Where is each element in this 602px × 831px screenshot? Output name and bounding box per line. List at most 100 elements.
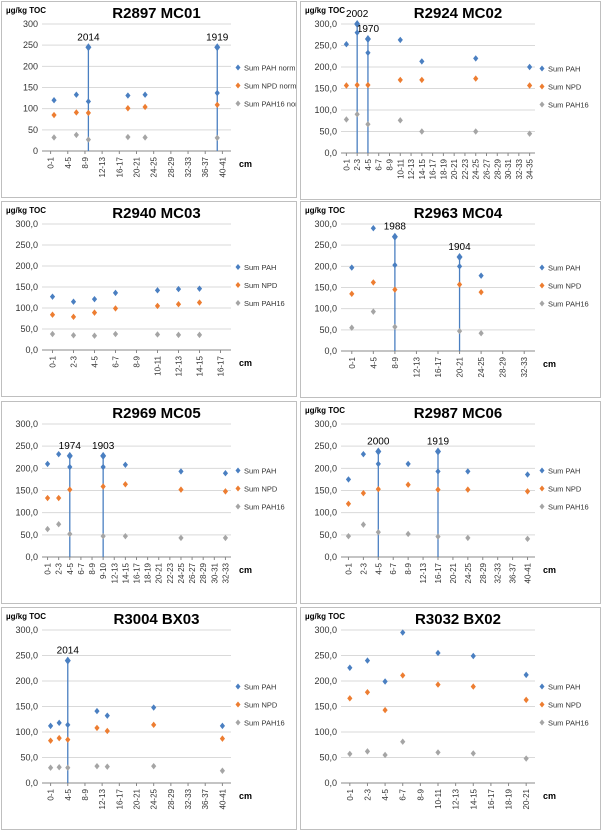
data-point bbox=[375, 485, 381, 493]
data-point bbox=[435, 486, 441, 493]
x-tick-label: 2-3 bbox=[55, 562, 64, 574]
x-tick-label: 8-9 bbox=[133, 355, 142, 367]
data-point bbox=[382, 706, 388, 714]
legend-swatch bbox=[539, 683, 545, 690]
data-point bbox=[100, 532, 106, 540]
y-tick-label: 0,0 bbox=[324, 778, 337, 788]
legend-entry: Sum PAH bbox=[244, 263, 276, 272]
legend-entry: Sum PAH16 bbox=[548, 719, 589, 728]
legend-entry: Sum PAH bbox=[548, 264, 580, 273]
data-point bbox=[400, 672, 406, 679]
data-point bbox=[85, 109, 91, 117]
x-tick-label: 16-17 bbox=[434, 356, 443, 377]
data-point bbox=[456, 263, 463, 270]
y-tick-label: 250,0 bbox=[15, 441, 38, 451]
x-tick-label: 8-9 bbox=[404, 562, 413, 574]
data-point bbox=[85, 136, 91, 143]
data-point bbox=[154, 302, 161, 310]
y-tick-label: 150,0 bbox=[314, 486, 337, 496]
legend-entry: Sum PAH bbox=[244, 467, 276, 476]
y-axis-label: µg/kg TOC bbox=[6, 6, 46, 15]
dating-marker bbox=[435, 447, 441, 456]
data-point bbox=[151, 762, 157, 770]
data-point bbox=[435, 681, 441, 688]
chart-title: R2940 MC03 bbox=[112, 205, 200, 222]
y-tick-label: 0 bbox=[33, 146, 38, 156]
chart-title: R3032 BX02 bbox=[415, 611, 501, 628]
x-tick-label: 12-13 bbox=[419, 562, 428, 583]
x-tick-label: 24-25 bbox=[472, 158, 481, 179]
y-tick-label: 0,0 bbox=[25, 552, 38, 562]
x-tick-label: 14-15 bbox=[469, 788, 478, 809]
y-tick-label: 0,0 bbox=[324, 346, 337, 356]
data-point bbox=[349, 264, 355, 271]
data-point bbox=[73, 91, 79, 98]
x-tick-label: 28-29 bbox=[167, 788, 176, 809]
x-tick-label: 8-9 bbox=[416, 788, 425, 800]
y-tick-label: 300,0 bbox=[314, 625, 337, 635]
data-point bbox=[219, 767, 226, 774]
data-point bbox=[435, 533, 441, 540]
y-tick-label: 50,0 bbox=[20, 530, 38, 540]
data-point bbox=[196, 299, 203, 306]
data-point bbox=[345, 476, 352, 483]
data-point bbox=[370, 279, 376, 286]
x-tick-label: 30-31 bbox=[210, 562, 219, 583]
x-tick-label: 40-41 bbox=[218, 788, 227, 809]
data-point bbox=[222, 534, 229, 542]
y-tick-label: 150 bbox=[23, 83, 38, 93]
legend-entry: Sum PAH bbox=[548, 683, 580, 692]
x-tick-label: 4-5 bbox=[91, 355, 100, 367]
y-tick-label: 0,0 bbox=[324, 148, 337, 158]
x-tick-label: 16-17 bbox=[115, 788, 124, 809]
chart-panel: R2940 MC03 µg/kg TOC 0,0 50,0 100,0 150,0 200,… bbox=[1, 201, 297, 397]
data-point bbox=[473, 128, 479, 135]
x-tick-label: 32-33 bbox=[221, 562, 230, 583]
data-point bbox=[100, 483, 106, 490]
data-point bbox=[104, 763, 110, 770]
data-point bbox=[65, 721, 71, 729]
data-point bbox=[151, 704, 157, 711]
x-tick-label: 16-17 bbox=[434, 562, 443, 583]
x-tick-label: 10-11 bbox=[396, 158, 405, 178]
x-tick-label: 10-11 bbox=[434, 788, 443, 808]
data-point bbox=[94, 707, 100, 715]
data-point bbox=[478, 330, 484, 337]
data-point bbox=[456, 327, 463, 335]
data-point bbox=[112, 289, 119, 297]
chart-svg: R2969 MC05 0,0 50,0 100,0 150,0 200,0 250,0 300… bbox=[15, 405, 284, 583]
data-point bbox=[91, 332, 98, 339]
legend-entry: Sum NPD bbox=[244, 701, 278, 710]
y-tick-label: 200 bbox=[23, 61, 38, 71]
data-point bbox=[354, 81, 360, 89]
x-tick-label: 24-25 bbox=[150, 788, 159, 809]
y-tick-label: 250,0 bbox=[314, 441, 337, 451]
x-tick-label: 6-7 bbox=[389, 562, 398, 574]
chart-title: R3004 BX03 bbox=[114, 611, 200, 628]
legend-swatch bbox=[539, 719, 545, 726]
data-point bbox=[465, 468, 471, 475]
dating-label: 1904 bbox=[448, 242, 471, 253]
x-tick-label: 20-21 bbox=[133, 788, 142, 809]
x-tick-label: 18-19 bbox=[505, 788, 514, 809]
data-point bbox=[151, 721, 157, 729]
data-point bbox=[365, 49, 371, 57]
chart-svg: R2987 MC06 µg/kg TOC 0,0 50,0 100,0 150,0 200,… bbox=[305, 405, 589, 583]
data-point bbox=[419, 76, 425, 84]
data-point bbox=[125, 92, 131, 99]
legend-entry: Sum PAH16 norm.TOC bbox=[244, 100, 296, 109]
data-point bbox=[382, 678, 388, 685]
data-point bbox=[104, 712, 110, 719]
legend-swatch bbox=[539, 485, 545, 492]
data-point bbox=[478, 272, 484, 279]
data-point bbox=[435, 468, 441, 475]
legend-swatch bbox=[235, 82, 241, 89]
legend-swatch bbox=[539, 282, 545, 289]
y-tick-label: 200,0 bbox=[314, 261, 337, 271]
legend-entry: Sum NPD bbox=[548, 83, 582, 92]
data-point bbox=[347, 695, 353, 702]
legend-swatch bbox=[539, 300, 545, 307]
legend-swatch bbox=[235, 503, 241, 510]
x-tick-label: 18-19 bbox=[439, 158, 448, 179]
x-tick-label: 8-9 bbox=[386, 158, 395, 170]
